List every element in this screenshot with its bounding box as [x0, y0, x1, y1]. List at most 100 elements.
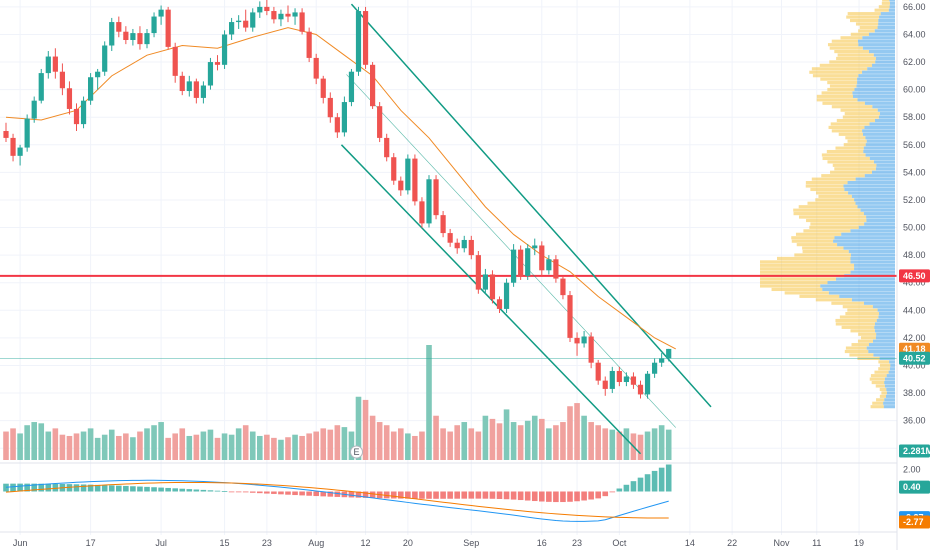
candle-body[interactable] — [88, 77, 94, 101]
channel-upper-line[interactable] — [350, 3, 712, 408]
candle-body[interactable] — [10, 137, 16, 156]
candle-body[interactable] — [482, 274, 488, 290]
candle-body[interactable] — [137, 33, 143, 45]
candle-body[interactable] — [553, 259, 559, 279]
candle-body[interactable] — [630, 376, 637, 385]
candle-body[interactable] — [285, 13, 291, 17]
candle-body[interactable] — [588, 336, 594, 363]
candles[interactable] — [3, 0, 672, 399]
candle-body[interactable] — [158, 9, 164, 17]
candle-body[interactable] — [412, 158, 418, 202]
candle-body[interactable] — [299, 12, 305, 32]
candle-body[interactable] — [355, 11, 362, 72]
candle-body[interactable] — [186, 81, 192, 92]
candle-body[interactable] — [123, 31, 129, 40]
candle-body[interactable] — [292, 12, 298, 17]
candle-body[interactable] — [278, 13, 284, 20]
candle-body[interactable] — [426, 179, 432, 224]
candle-body[interactable] — [95, 71, 101, 78]
profile-bar-down — [798, 215, 867, 219]
candle-body[interactable] — [348, 71, 355, 103]
candle-body[interactable] — [567, 295, 573, 338]
candle-body[interactable] — [172, 46, 178, 76]
candle-body[interactable] — [440, 215, 446, 234]
candle-body[interactable] — [193, 81, 199, 98]
candle-body[interactable] — [525, 248, 531, 276]
candle-body[interactable] — [341, 102, 347, 133]
candle-body[interactable] — [200, 85, 206, 98]
candle-body[interactable] — [503, 282, 510, 309]
candle-body[interactable] — [45, 56, 51, 74]
candle-body[interactable] — [659, 358, 665, 363]
candle-body[interactable] — [179, 75, 185, 92]
candle-body[interactable] — [3, 131, 9, 138]
earnings-marker-icon[interactable] — [350, 445, 363, 459]
candle-body[interactable] — [461, 239, 467, 249]
candle-body[interactable] — [165, 9, 171, 47]
candle-body[interactable] — [313, 57, 319, 79]
candle-body[interactable] — [496, 299, 503, 309]
candle-body[interactable] — [574, 337, 580, 344]
candle-body[interactable] — [532, 245, 538, 249]
candle-body[interactable] — [144, 33, 150, 45]
candle-body[interactable] — [38, 73, 44, 101]
candle-body[interactable] — [595, 362, 601, 381]
candle-body[interactable] — [31, 100, 37, 119]
candle-body[interactable] — [391, 157, 397, 181]
candle-body[interactable] — [623, 376, 629, 383]
candle-body[interactable] — [80, 100, 87, 125]
candle-body[interactable] — [602, 380, 608, 389]
candle-body[interactable] — [666, 348, 672, 359]
candle-body[interactable] — [130, 33, 136, 40]
candle-body[interactable] — [609, 370, 615, 389]
candle-body[interactable] — [581, 336, 587, 344]
candle-body[interactable] — [637, 384, 644, 395]
candle-body[interactable] — [398, 180, 404, 191]
candle-body[interactable] — [468, 239, 474, 256]
candle-body[interactable] — [405, 158, 411, 191]
candle-body[interactable] — [489, 274, 496, 300]
candle-body[interactable] — [384, 137, 390, 158]
candle-body[interactable] — [116, 22, 122, 32]
candle-body[interactable] — [250, 12, 256, 28]
candle-body[interactable] — [52, 56, 58, 72]
candle-body[interactable] — [151, 16, 157, 34]
candle-body[interactable] — [334, 117, 340, 133]
candle-body[interactable] — [447, 233, 453, 243]
candle-body[interactable] — [17, 147, 23, 156]
candle-body[interactable] — [306, 31, 312, 58]
candle-body[interactable] — [433, 179, 439, 216]
candle-body[interactable] — [257, 6, 263, 13]
candle-body[interactable] — [652, 362, 658, 374]
candle-body[interactable] — [59, 71, 65, 89]
candle-body[interactable] — [511, 249, 517, 283]
candle-body[interactable] — [109, 22, 115, 46]
candle-body[interactable] — [475, 255, 481, 290]
candle-body[interactable] — [264, 6, 270, 12]
candle-body[interactable] — [243, 20, 249, 28]
candle-body[interactable] — [24, 118, 30, 148]
candle-body[interactable] — [221, 34, 228, 65]
candle-body[interactable] — [362, 11, 369, 65]
candle-body[interactable] — [560, 278, 566, 296]
candle-body[interactable] — [236, 20, 242, 23]
candle-body[interactable] — [271, 11, 277, 20]
candle-body[interactable] — [102, 45, 108, 72]
candle-body[interactable] — [73, 108, 80, 125]
candle-body[interactable] — [377, 106, 383, 138]
candle-body[interactable] — [214, 62, 221, 65]
candle-body[interactable] — [207, 62, 214, 86]
candle-body[interactable] — [616, 370, 622, 383]
candle-body[interactable] — [539, 245, 545, 271]
candle-body[interactable] — [518, 249, 524, 276]
candle-body[interactable] — [644, 373, 651, 395]
candle-body[interactable] — [320, 78, 326, 98]
candle-body[interactable] — [546, 259, 552, 271]
candle-body[interactable] — [327, 97, 333, 118]
candle-body[interactable] — [229, 22, 235, 35]
candle-body[interactable] — [454, 242, 460, 249]
candle-body[interactable] — [370, 64, 376, 107]
candle-body[interactable] — [419, 201, 425, 224]
candle-body[interactable] — [66, 88, 73, 109]
